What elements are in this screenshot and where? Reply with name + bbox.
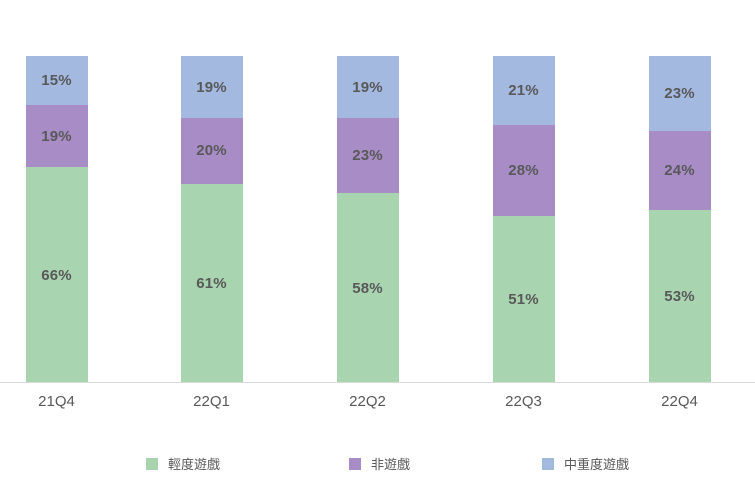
bar-segment-value-label: 20% bbox=[196, 142, 227, 160]
bar-segment-中重度遊戲-22Q4: 23% bbox=[648, 56, 711, 132]
x-axis-label-21Q4: 21Q4 bbox=[38, 393, 75, 410]
bar-segment-非遊戲-22Q2: 23% bbox=[336, 118, 399, 194]
legend-label: 輕度遊戲 bbox=[168, 457, 221, 472]
bar-22Q1: 19% 20% 61% bbox=[180, 56, 243, 383]
bar-segment-中重度遊戲-22Q2: 19% bbox=[336, 56, 399, 119]
x-axis-line bbox=[0, 382, 755, 383]
bar-segment-value-label: 51% bbox=[508, 291, 539, 309]
bar-segment-value-label: 58% bbox=[352, 279, 383, 297]
bar-22Q2: 19% 23% 58% bbox=[336, 56, 399, 383]
bar-segment-輕度遊戲-21Q4: 66% bbox=[25, 167, 88, 383]
bar-segment-value-label: 19% bbox=[196, 78, 227, 96]
x-axis-label-22Q3: 22Q3 bbox=[505, 393, 542, 410]
bar-segment-輕度遊戲-22Q2: 58% bbox=[336, 193, 399, 383]
bar-segment-value-label: 66% bbox=[41, 266, 72, 284]
bar-segment-value-label: 24% bbox=[664, 161, 695, 179]
bar-segment-value-label: 15% bbox=[41, 72, 72, 90]
bar-segment-中重度遊戲-22Q1: 19% bbox=[180, 56, 243, 119]
legend-item-中重度遊戲: 中重度遊戲 bbox=[542, 454, 629, 473]
bar-segment-value-label: 28% bbox=[508, 161, 539, 179]
legend: 輕度遊戲 非遊戲 中重度遊戲 bbox=[0, 450, 755, 474]
bar-segment-輕度遊戲-22Q4: 53% bbox=[648, 209, 711, 383]
bar-segment-value-label: 53% bbox=[664, 287, 695, 305]
bar-segment-value-label: 19% bbox=[41, 127, 72, 145]
bar-22Q4: 23% 24% 53% bbox=[648, 56, 711, 383]
bar-segment-非遊戲-22Q4: 24% bbox=[648, 131, 711, 210]
x-axis-label-22Q1: 22Q1 bbox=[193, 393, 230, 410]
bar-segment-value-label: 23% bbox=[664, 85, 695, 103]
bar-segment-value-label: 61% bbox=[196, 274, 227, 292]
bar-segment-value-label: 23% bbox=[352, 147, 383, 165]
bar-22Q3: 21% 28% 51% bbox=[492, 56, 555, 383]
legend-swatch-icon bbox=[542, 457, 554, 470]
bar-segment-非遊戲-22Q1: 20% bbox=[180, 118, 243, 184]
x-axis-label-22Q4: 22Q4 bbox=[661, 393, 698, 410]
bar-segment-value-label: 21% bbox=[508, 81, 539, 99]
legend-item-輕度遊戲: 輕度遊戲 bbox=[146, 454, 220, 473]
bar-segment-中重度遊戲-22Q3: 21% bbox=[492, 56, 555, 125]
bar-segment-非遊戲-22Q3: 28% bbox=[492, 124, 555, 217]
legend-label: 中重度遊戲 bbox=[564, 457, 630, 472]
x-axis-label-22Q2: 22Q2 bbox=[349, 393, 386, 410]
bar-segment-輕度遊戲-22Q1: 61% bbox=[180, 183, 243, 383]
bar-21Q4: 15% 19% 66% bbox=[25, 56, 88, 383]
bar-segment-非遊戲-21Q4: 19% bbox=[25, 105, 88, 168]
bar-segment-value-label: 19% bbox=[352, 78, 383, 96]
plot-area: 15% 19% 66% 19% 20% 61% 19% 23% 58% 21% 28% 51% 23% 2… bbox=[0, 56, 755, 383]
bar-segment-中重度遊戲-21Q4: 15% bbox=[25, 56, 88, 106]
legend-swatch-icon bbox=[146, 457, 158, 470]
bar-segment-輕度遊戲-22Q3: 51% bbox=[492, 216, 555, 383]
legend-label: 非遊戲 bbox=[371, 457, 411, 472]
legend-swatch-icon bbox=[349, 457, 361, 470]
legend-item-非遊戲: 非遊戲 bbox=[349, 454, 410, 473]
